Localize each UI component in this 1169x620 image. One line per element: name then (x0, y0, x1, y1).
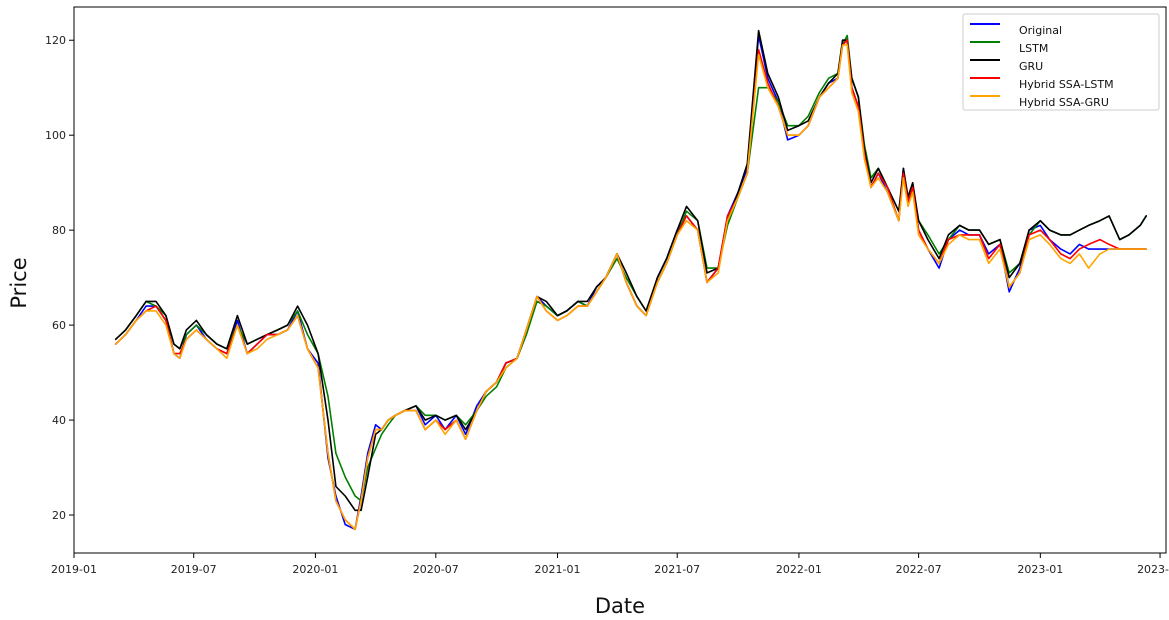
x-tick-label-6: 2022-01 (776, 563, 822, 576)
series-line-4 (114, 44, 1147, 531)
x-tick-label-2: 2020-01 (292, 563, 338, 576)
y-tick-label-5: 120 (45, 34, 66, 47)
x-axis-title: Date (595, 594, 645, 618)
y-tick-label-2: 60 (52, 319, 66, 332)
x-tick-label-1: 2019-07 (171, 563, 217, 576)
x-tick-label-7: 2022-07 (896, 563, 942, 576)
legend: Original LSTM GRU Hybrid SSA-LSTM Hybrid SSA… (962, 13, 1160, 111)
x-tick-label-0: 2019-01 (51, 563, 97, 576)
legend-label-0: Original (1019, 24, 1062, 37)
y-tick-label-1: 40 (52, 414, 66, 427)
series-layer (114, 29, 1147, 531)
x-tick-label-3: 2020-07 (413, 563, 459, 576)
legend-box (962, 13, 1160, 111)
legend-label-4: Hybrid SSA-GRU (1019, 96, 1109, 109)
x-tick-label-5: 2021-07 (654, 563, 700, 576)
x-tick-label-4: 2021-01 (535, 563, 581, 576)
x-axis: 2019-01 2019-07 2020-01 2020-07 2021-01 2021-… (51, 553, 1169, 576)
y-tick-label-3: 80 (52, 224, 66, 237)
y-axis-title: Price (7, 257, 31, 308)
legend-label-1: LSTM (1019, 42, 1048, 55)
y-tick-label-4: 100 (45, 129, 66, 142)
x-tick-label-8: 2023-01 (1017, 563, 1063, 576)
x-tick-label-9: 2023-07 (1137, 563, 1169, 576)
legend-label-2: GRU (1019, 60, 1043, 73)
y-axis: 20 40 60 80 100 120 (45, 34, 74, 522)
y-tick-label-0: 20 (52, 509, 66, 522)
legend-label-3: Hybrid SSA-LSTM (1019, 78, 1114, 91)
series-line-2 (114, 29, 1147, 512)
